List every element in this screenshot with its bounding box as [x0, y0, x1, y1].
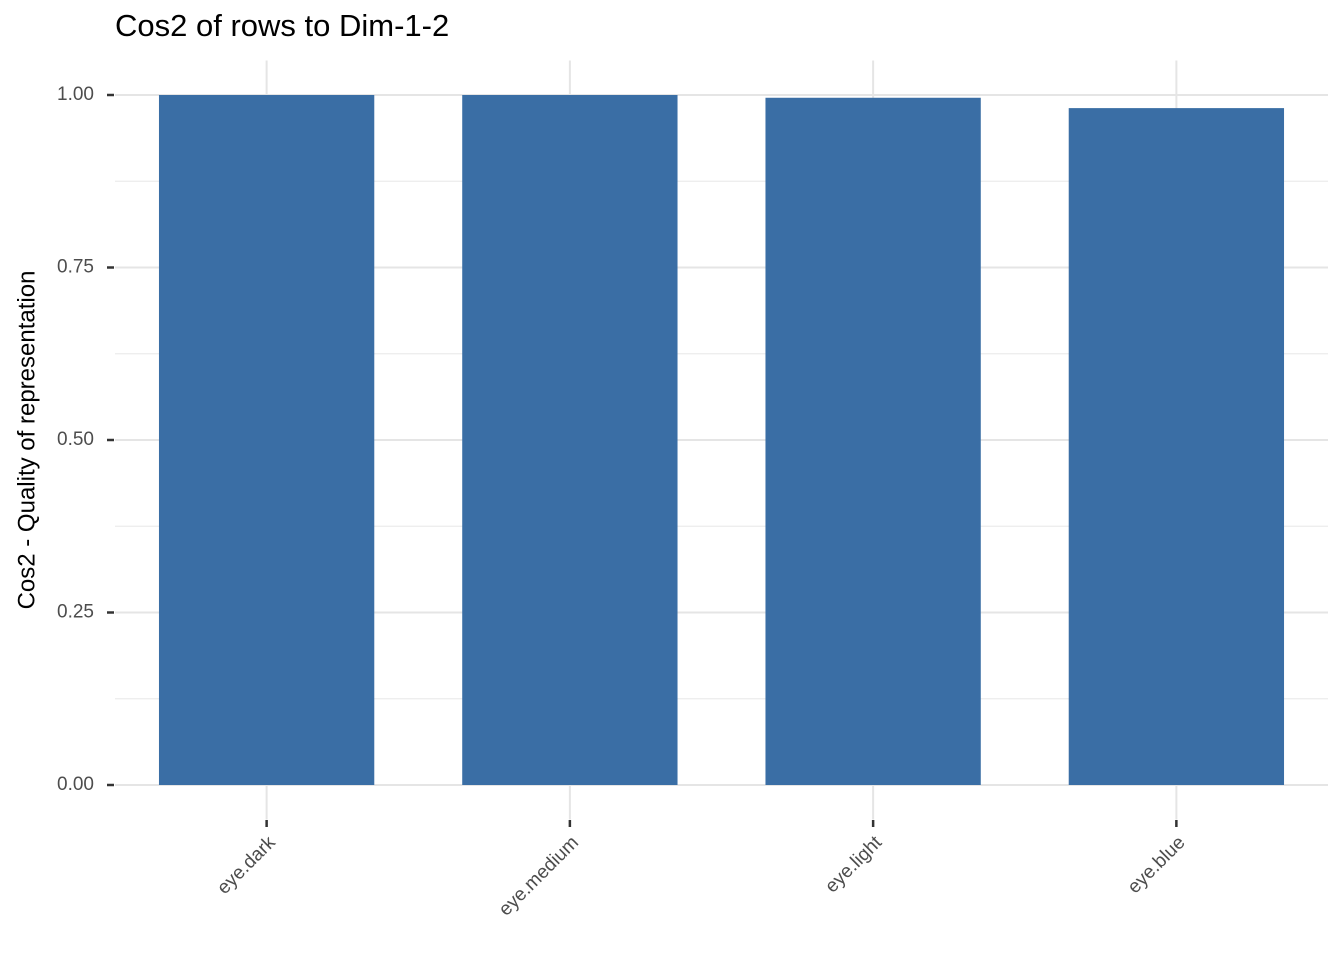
y-axis-title: Cos2 - Quality of representation	[13, 271, 40, 610]
x-tick-label: eye.dark	[213, 832, 280, 899]
y-tick-label: 0.25	[57, 602, 94, 623]
x-tick-label: eye.medium	[495, 832, 583, 920]
y-tick-label: 0.50	[57, 429, 94, 450]
bar	[1068, 108, 1285, 786]
chart-title: Cos2 of rows to Dim-1-2	[115, 8, 449, 43]
bar	[765, 97, 981, 785]
y-tick-label: 0.00	[57, 774, 94, 795]
bar	[462, 95, 678, 785]
y-tick-label: 1.00	[57, 84, 94, 105]
bar	[158, 95, 375, 785]
x-tick-label: eye.light	[821, 832, 886, 897]
y-tick-label: 0.75	[57, 257, 94, 278]
x-tick-label: eye.blue	[1124, 832, 1190, 898]
